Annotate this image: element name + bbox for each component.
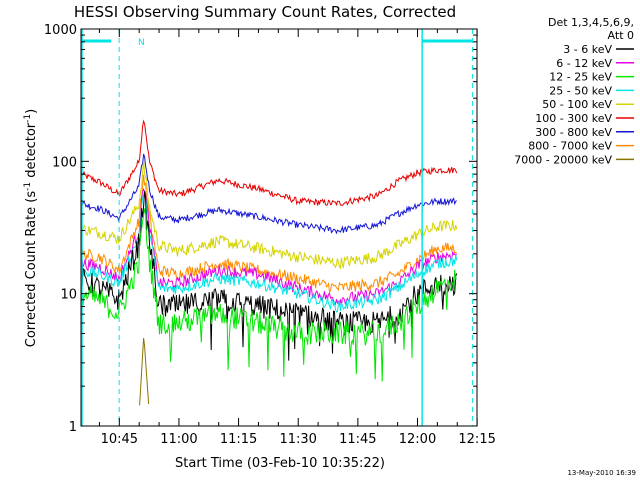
chart-title: HESSI Observing Summary Count Rates, Cor… <box>74 3 456 21</box>
legend-label-100-300-kev: 100 - 300 keV <box>535 112 612 125</box>
series-12-25-kev <box>80 208 458 382</box>
legend-label-7000-20000-kev: 7000 - 20000 keV <box>514 153 612 166</box>
x-tick-label: 12:15 <box>458 432 495 447</box>
legend-label-6-12-kev: 6 - 12 keV <box>556 57 612 70</box>
legend-header-line1: Det 1,3,4,5,6,9, <box>548 16 634 29</box>
plot-frame <box>80 28 478 427</box>
legend-label-300-800-kev: 300 - 800 keV <box>535 126 612 139</box>
series-800-7000-kev <box>80 174 457 294</box>
legend-label-800-7000-kev: 800 - 7000 keV <box>528 140 612 153</box>
x-tick-label: 11:45 <box>339 432 376 447</box>
y-axis-label-mid: detector <box>24 122 39 182</box>
legend-label-3-6-kev: 3 - 6 keV <box>563 43 612 56</box>
legend-label-50-100-kev: 50 - 100 keV <box>542 98 612 111</box>
series-100-300-kev <box>80 119 458 206</box>
y-axis-label-end: ) <box>24 109 39 114</box>
y-tick-label: 10 <box>60 288 77 303</box>
night-marker-label: N <box>138 38 145 48</box>
footer-date: 13-May-2010 16:39 <box>567 469 636 477</box>
legend-header-line2: Att 0 <box>608 29 634 42</box>
x-tick-label: 10:45 <box>101 432 138 447</box>
y-tick-label: 100 <box>52 155 77 170</box>
x-tick-label: 11:15 <box>220 432 257 447</box>
legend-label-25-50-kev: 25 - 50 keV <box>549 84 612 97</box>
y-axis-label-main: Corrected Count Rate (s <box>24 191 39 348</box>
bars-layer: N <box>81 29 474 426</box>
series-7000-20000-kev <box>139 337 150 406</box>
legend-label-12-25-kev: 12 - 25 keV <box>549 71 612 84</box>
series-25-50-kev <box>80 191 458 313</box>
series-3-6-kev <box>80 191 458 361</box>
y-tick-label: 1000 <box>44 23 77 38</box>
x-tick-label: 12:00 <box>399 432 436 447</box>
series-6-12-kev <box>80 187 458 307</box>
y-tick-label: 1 <box>69 420 77 435</box>
series-50-100-kev <box>80 161 458 269</box>
y-axis-label-sup1: -1 <box>23 182 33 191</box>
series-300-800-kev <box>80 153 458 235</box>
x-axis: 10:45 11:00 11:15 11:30 11:45 12:00 12:15 <box>98 29 496 447</box>
y-axis: 1 10 100 1000 <box>44 23 477 435</box>
y-axis-label: Corrected Count Rate (s-1 detector-1) <box>23 109 39 347</box>
series-layer <box>80 119 458 406</box>
x-axis-label: Start Time (03-Feb-10 10:35:22) <box>175 456 385 471</box>
x-tick-label: 11:30 <box>279 432 316 447</box>
y-axis-label-sup2: -1 <box>23 114 33 123</box>
x-tick-label: 11:00 <box>160 432 197 447</box>
